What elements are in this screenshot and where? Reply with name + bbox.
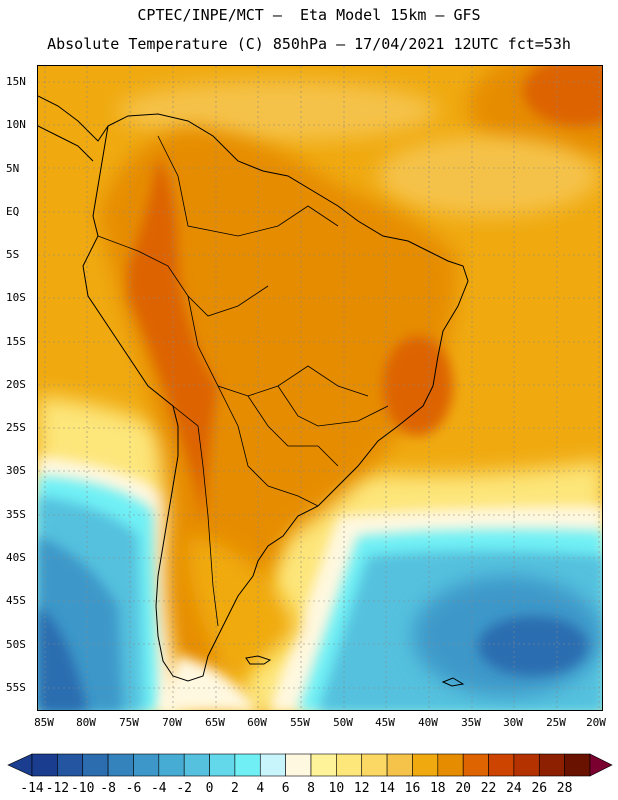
colorbar-swatch (336, 753, 363, 777)
map-canvas (38, 66, 602, 710)
temperature-map (37, 65, 603, 711)
colorbar-swatch (57, 753, 84, 777)
colorbar-swatch (209, 753, 236, 777)
map-title-field: Absolute Temperature (C) 850hPa – 17/04/… (47, 35, 571, 53)
colorbar-swatch (285, 753, 312, 777)
lat-label: 10S (6, 291, 26, 304)
south-georgia (441, 677, 465, 687)
colorbar-tick-label: 18 (429, 781, 446, 796)
lat-label: 15S (6, 335, 26, 348)
colorbar-tick-label: 22 (480, 781, 497, 796)
colorbar-swatch (538, 753, 565, 777)
colorbar-swatch (386, 753, 413, 777)
temperature-colorbar (7, 753, 613, 777)
map-title-model: CPTEC/INPE/MCT – Eta Model 15km – GFS (137, 6, 481, 24)
lon-label: 25W (546, 716, 566, 729)
colorbar-swatch (361, 753, 388, 777)
lat-label: 30S (6, 464, 26, 477)
colorbar-tick-label: -6 (125, 781, 142, 796)
colorbar-tick-label: 14 (379, 781, 395, 796)
colorbar-swatch (259, 753, 286, 777)
colorbar-tick-label: 6 (281, 781, 290, 796)
lon-label: 65W (205, 716, 225, 729)
colorbar-tick-label: 0 (205, 781, 214, 796)
lat-label: 5S (6, 248, 20, 261)
field-south-deep (38, 606, 88, 710)
colorbar-tick-label: 26 (531, 781, 548, 796)
colorbar-swatch (107, 753, 134, 777)
field-hot-northeast (523, 66, 602, 126)
field-south-tip-pale (158, 656, 257, 710)
lon-label: 70W (162, 716, 182, 729)
colorbar-swatch (183, 753, 210, 777)
falkland-islands (245, 655, 272, 665)
colorbar-swatch (437, 753, 464, 777)
field-satl-deep (478, 616, 588, 676)
colorbar-tick-label: -8 (100, 781, 116, 796)
field-atlantic-band (378, 136, 598, 216)
colorbar-tick-label: 24 (506, 781, 522, 796)
lat-label: 45S (6, 594, 26, 607)
lon-label: 45W (375, 716, 395, 729)
lat-label: 20S (6, 378, 26, 391)
colorbar-tick-label: -14 (20, 781, 44, 796)
lon-label: 30W (503, 716, 523, 729)
colorbar-tick-label: 16 (404, 781, 421, 796)
lon-label: 85W (34, 716, 54, 729)
south-america-coastline (82, 113, 469, 682)
lat-label: 50S (6, 638, 26, 651)
lon-label: 60W (247, 716, 267, 729)
colorbar-tick-label: -2 (176, 781, 192, 796)
lon-label: 20W (586, 716, 606, 729)
colorbar-swatch (158, 753, 185, 777)
colorbar-tick-label: -4 (150, 781, 167, 796)
colorbar-swatch (133, 753, 160, 777)
lat-label: 35S (6, 508, 26, 521)
colorbar-swatch (31, 753, 58, 777)
colorbar-tick-label: 2 (230, 781, 239, 796)
lat-label: EQ (6, 205, 20, 218)
lon-label: 55W (290, 716, 310, 729)
colorbar-tick-label: 10 (328, 781, 345, 796)
colorbar-tick-label: -10 (70, 781, 95, 796)
colorbar-tick-label: 12 (353, 781, 370, 796)
lon-label: 35W (461, 716, 481, 729)
lat-label: 40S (6, 551, 26, 564)
colorbar-arrow-max (589, 753, 613, 777)
colorbar-swatch (82, 753, 109, 777)
colorbar-tick-label: -12 (45, 781, 70, 796)
colorbar-tick-label: 8 (307, 781, 315, 796)
lat-label: 10N (6, 118, 26, 131)
lon-label: 40W (418, 716, 438, 729)
graticule (38, 66, 602, 710)
lat-label: 5N (6, 162, 20, 175)
colorbar-swatch (462, 753, 489, 777)
lat-label: 25S (6, 421, 26, 434)
colorbar-tick-label: 4 (256, 781, 265, 796)
lat-label: 55S (6, 681, 26, 694)
colorbar-arrow-min (7, 753, 33, 777)
field-brazil-hot (383, 336, 453, 436)
lon-label: 80W (76, 716, 96, 729)
field-caribbean-band (118, 81, 438, 141)
colorbar-tick-label: 28 (556, 781, 573, 796)
colorbar-swatch (513, 753, 540, 777)
colorbar-swatch (488, 753, 515, 777)
lon-label: 50W (333, 716, 353, 729)
colorbar-swatch (564, 753, 591, 777)
lon-label: 75W (119, 716, 139, 729)
colorbar-swatch (412, 753, 439, 777)
lat-label: 15N (6, 75, 26, 88)
colorbar-swatch (234, 753, 261, 777)
central-america-coastline (38, 95, 109, 162)
colorbar-swatch (310, 753, 337, 777)
colorbar-tick-label: 20 (455, 781, 471, 796)
country-borders (97, 135, 389, 627)
